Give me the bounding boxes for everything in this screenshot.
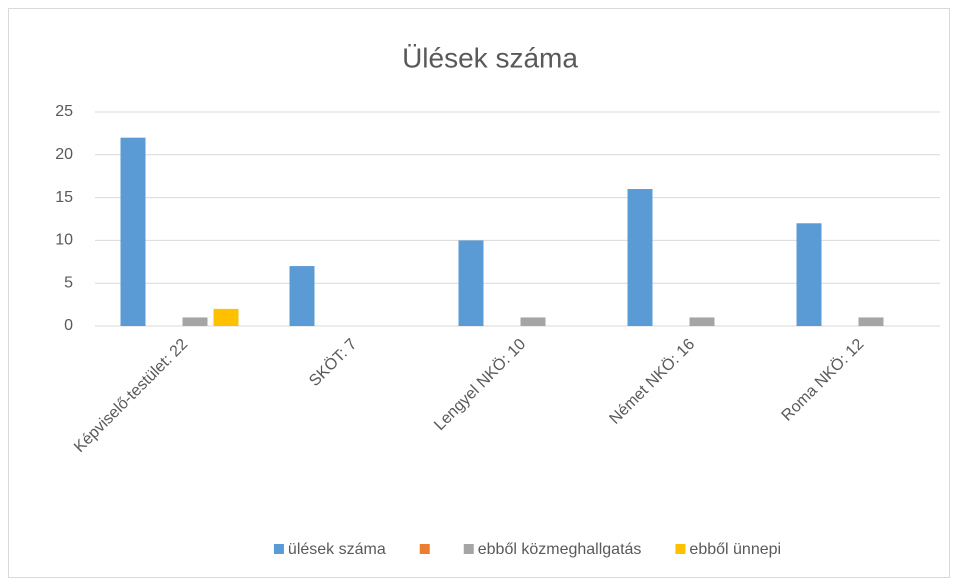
y-tick-label: 15 [55,189,73,206]
y-tick-label: 25 [55,103,73,120]
bar [796,223,822,326]
bar [627,189,653,326]
bar [182,317,208,326]
bar [213,308,239,326]
bar [120,137,146,326]
legend-swatch [675,544,686,554]
y-tick-label: 20 [55,146,73,163]
bar [689,317,715,326]
y-tick-label: 10 [55,232,73,249]
bar [458,240,484,326]
bar [858,317,884,326]
legend-swatch [273,544,284,554]
legend-label: ebből közmeghallgatás [478,541,642,558]
y-tick-label: 0 [64,317,73,334]
legend-label: ebből ünnepi [689,541,781,558]
legend-label: ülések száma [288,541,386,558]
chart-title: Ülések száma [402,42,578,73]
legend-swatch [419,544,430,554]
bar [289,266,315,326]
legend-swatch [463,544,474,554]
y-tick-label: 5 [64,274,73,291]
bar [520,317,546,326]
